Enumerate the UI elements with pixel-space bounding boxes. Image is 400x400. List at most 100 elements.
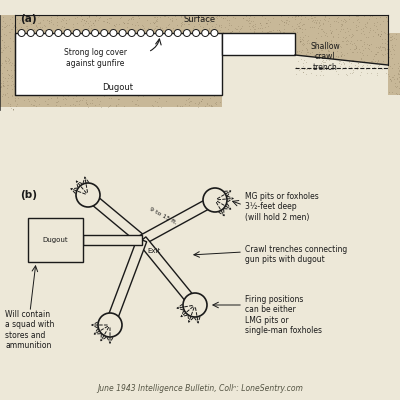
Point bbox=[14, 16, 20, 22]
Point bbox=[224, 26, 231, 32]
Point bbox=[134, 97, 140, 103]
Point bbox=[353, 44, 359, 51]
Point bbox=[326, 38, 332, 44]
Point bbox=[289, 22, 295, 29]
Point bbox=[179, 19, 185, 25]
Point bbox=[152, 24, 158, 31]
Point bbox=[318, 33, 325, 40]
Point bbox=[8, 66, 15, 73]
Point bbox=[349, 40, 356, 47]
Point bbox=[305, 16, 311, 22]
Point bbox=[381, 61, 388, 68]
Point bbox=[296, 25, 303, 32]
Point bbox=[264, 29, 270, 36]
Point bbox=[208, 102, 214, 109]
Point bbox=[389, 42, 395, 48]
Point bbox=[316, 19, 322, 26]
Point bbox=[341, 52, 348, 58]
Point bbox=[0, 47, 7, 54]
Point bbox=[296, 66, 303, 72]
Point bbox=[339, 21, 345, 28]
Point bbox=[115, 96, 122, 102]
Point bbox=[330, 63, 336, 70]
Point bbox=[299, 22, 305, 28]
Point bbox=[197, 23, 204, 29]
Point bbox=[0, 82, 4, 89]
Point bbox=[204, 101, 210, 107]
Point bbox=[355, 63, 362, 70]
Point bbox=[381, 44, 388, 50]
Point bbox=[214, 14, 220, 21]
Point bbox=[0, 36, 5, 43]
Point bbox=[354, 36, 360, 43]
Point bbox=[55, 12, 62, 18]
Point bbox=[60, 15, 67, 21]
Point bbox=[313, 35, 319, 41]
Point bbox=[10, 38, 16, 44]
Point bbox=[316, 71, 323, 78]
Point bbox=[212, 29, 218, 35]
Point bbox=[356, 48, 363, 55]
Point bbox=[276, 28, 283, 34]
Point bbox=[312, 52, 319, 58]
Point bbox=[370, 56, 376, 63]
Point bbox=[220, 14, 226, 21]
Point bbox=[207, 14, 213, 20]
Point bbox=[150, 20, 157, 26]
Text: Will contain
a squad with
stores and
ammunition: Will contain a squad with stores and amm… bbox=[5, 310, 54, 350]
Point bbox=[121, 20, 128, 26]
Point bbox=[85, 20, 91, 27]
Point bbox=[348, 33, 355, 39]
Point bbox=[46, 18, 52, 24]
Point bbox=[0, 88, 3, 94]
Point bbox=[213, 101, 220, 107]
Point bbox=[359, 50, 365, 56]
Point bbox=[325, 18, 332, 24]
Point bbox=[5, 71, 11, 77]
Point bbox=[216, 22, 222, 28]
Point bbox=[174, 29, 180, 35]
Point bbox=[355, 13, 361, 19]
Point bbox=[63, 28, 69, 34]
Point bbox=[297, 38, 304, 44]
Point bbox=[351, 40, 358, 46]
Point bbox=[342, 29, 348, 35]
Point bbox=[125, 20, 131, 26]
Point bbox=[29, 28, 36, 35]
Point bbox=[44, 100, 50, 107]
Point bbox=[280, 29, 287, 36]
Point bbox=[347, 40, 353, 46]
Circle shape bbox=[110, 30, 117, 36]
Point bbox=[292, 13, 298, 20]
Point bbox=[2, 57, 8, 64]
Point bbox=[345, 38, 351, 44]
Point bbox=[31, 26, 37, 32]
Point bbox=[290, 28, 296, 34]
Point bbox=[304, 40, 311, 46]
Point bbox=[346, 63, 352, 70]
Point bbox=[4, 82, 11, 89]
Point bbox=[300, 40, 306, 46]
Point bbox=[396, 67, 400, 73]
Point bbox=[320, 64, 326, 70]
Point bbox=[351, 62, 358, 68]
Point bbox=[7, 104, 14, 111]
Point bbox=[334, 34, 341, 40]
Point bbox=[4, 57, 11, 64]
Point bbox=[336, 58, 342, 65]
Point bbox=[11, 22, 17, 28]
Point bbox=[4, 54, 11, 61]
Point bbox=[345, 28, 351, 34]
Point bbox=[2, 75, 8, 81]
Point bbox=[134, 19, 140, 26]
Point bbox=[6, 22, 12, 28]
Point bbox=[154, 23, 160, 29]
Point bbox=[232, 15, 238, 22]
Point bbox=[159, 12, 165, 19]
Point bbox=[234, 30, 241, 36]
Point bbox=[318, 68, 324, 74]
Point bbox=[167, 16, 173, 22]
Point bbox=[198, 98, 205, 104]
Point bbox=[298, 16, 305, 22]
Point bbox=[174, 22, 180, 28]
